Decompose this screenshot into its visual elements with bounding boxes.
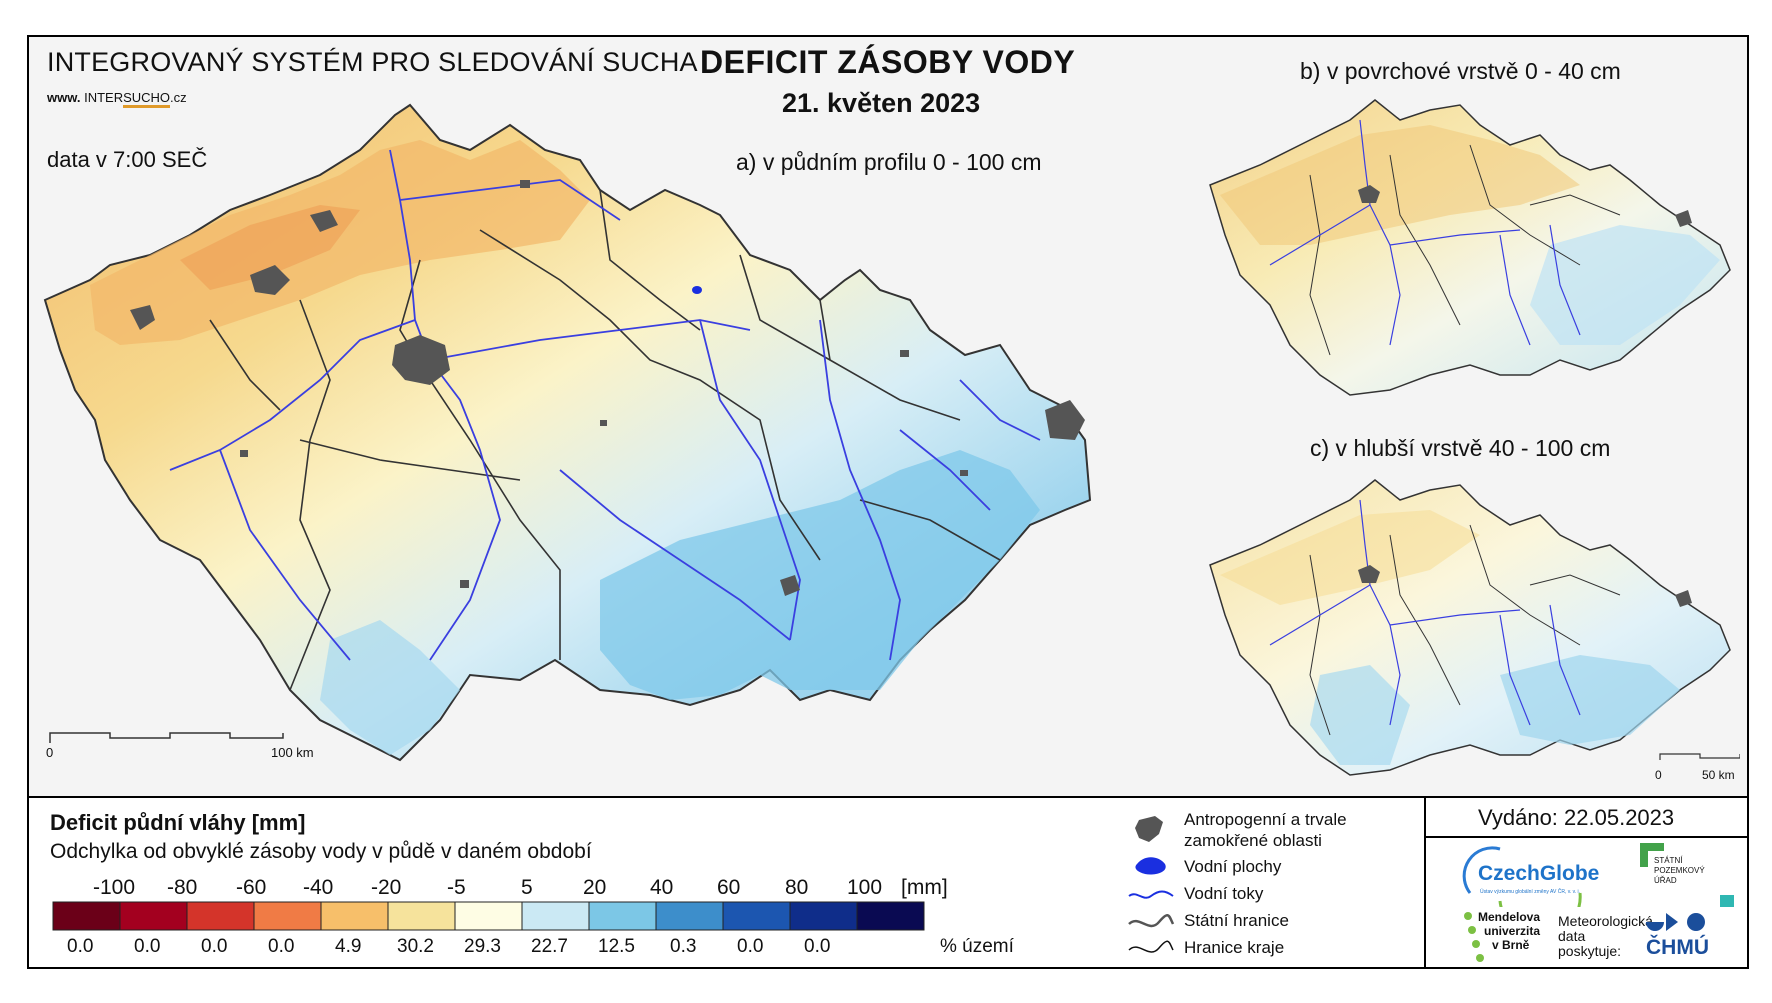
website-sucho: SUCHO — [123, 90, 171, 108]
meteo-line3: poskytuje: — [1558, 943, 1622, 959]
legend-title: Deficit půdní vláhy [mm] — [50, 810, 306, 835]
mendelu-logo — [1464, 912, 1484, 962]
legend-water-bodies: Vodní plochy — [1184, 857, 1282, 876]
chmu-name: ČHMÚ — [1646, 936, 1709, 959]
mendel-line3: v Brně — [1492, 938, 1530, 952]
spu-line1: STÁTNÍ — [1654, 856, 1683, 865]
scale-label: 100 — [847, 876, 883, 899]
legend-color-swatch — [454, 901, 523, 931]
percent-label: 0.0 — [134, 936, 161, 957]
percent-label: 12.5 — [598, 936, 635, 957]
scale-label: -20 — [371, 876, 402, 899]
scale-c-end: 50 km — [1702, 768, 1735, 782]
legend-color-swatch — [119, 901, 188, 931]
legend-color-swatch — [789, 901, 858, 931]
legend-color-swatch — [52, 901, 121, 931]
spu-line3: ÚŘAD — [1654, 876, 1677, 885]
scale-label: 40 — [650, 876, 674, 899]
scale-a-end: 100 km — [271, 745, 314, 760]
page-title: DEFICIT ZÁSOBY VODY — [700, 44, 1076, 80]
legend-color-swatch — [253, 901, 322, 931]
map-c-title: c) v hlubší vrstvě 40 - 100 cm — [1310, 435, 1611, 461]
map-c — [1209, 479, 1740, 776]
legend-color-swatch — [722, 901, 791, 931]
website-suffix: .cz — [170, 90, 187, 105]
scale-label: -60 — [236, 876, 267, 899]
website-prefix: www. — [47, 90, 81, 105]
legend-panel — [27, 796, 1749, 969]
website-link[interactable]: www. INTERSUCHO.cz — [47, 90, 187, 108]
anthropogenic-icon — [1135, 816, 1163, 842]
legend-color-swatch — [521, 901, 590, 931]
legend-color-swatch — [320, 901, 389, 931]
percent-unit: % území — [940, 936, 1014, 957]
issued-date: Vydáno: 22.05.2023 — [1478, 805, 1675, 830]
percent-label: 0.3 — [670, 936, 697, 957]
map-b — [1209, 99, 1731, 396]
chmu-logo-mark — [1646, 913, 1705, 931]
symbol-icons — [1128, 816, 1175, 953]
scale-label: -100 — [93, 876, 136, 899]
water-body-icon — [1135, 857, 1166, 875]
percent-label: 30.2 — [397, 936, 434, 957]
legend-anthropogenic-line2: zamokřené oblasti — [1184, 831, 1322, 850]
percent-label: 22.7 — [531, 936, 568, 957]
percent-label: 0.0 — [67, 936, 94, 957]
percent-label: 4.9 — [335, 936, 362, 957]
map-c-scale-bar — [1659, 753, 1740, 760]
scale-a-zero: 0 — [46, 745, 54, 760]
legend-anthropogenic-line1: Antropogenní a trvale — [1184, 810, 1347, 829]
czechglobe-logo — [1462, 846, 1582, 907]
legend-subtitle: Odchylka od obvyklé zásoby vody v půdě v… — [50, 840, 592, 863]
map-a-scale-bar — [49, 732, 284, 743]
meteo-line1: Meteorologická — [1558, 913, 1653, 929]
mendel-line1: Mendelova — [1478, 910, 1541, 924]
percent-label: 0.0 — [201, 936, 228, 957]
percent-label: 0.0 — [804, 936, 831, 957]
legend-region-border: Hranice kraje — [1184, 938, 1285, 957]
percent-label: 29.3 — [464, 936, 501, 957]
czechglobe-subtitle: Ústav výzkumu globální změny AV ČR, v. v… — [1480, 889, 1581, 895]
scale-label: 20 — [583, 876, 607, 899]
legend-divider — [1424, 796, 1426, 969]
map-date: 21. květen 2023 — [782, 88, 981, 118]
legend-color-swatch — [588, 901, 657, 931]
region-border-icon — [1128, 940, 1174, 953]
scale-unit: [mm] — [901, 876, 948, 899]
czechglobe-name: CzechGlobe — [1478, 862, 1600, 885]
scale-label: -80 — [167, 876, 198, 899]
system-title: INTEGROVANÝ SYSTÉM PRO SLEDOVÁNÍ SUCHA — [47, 47, 698, 77]
map-b-title: b) v povrchové vrstvě 0 - 40 cm — [1300, 58, 1621, 84]
legend-colorbar — [52, 901, 925, 931]
data-time: data v 7:00 SEČ — [47, 147, 208, 172]
legend-color-swatch — [186, 901, 255, 931]
scale-label: 80 — [785, 876, 809, 899]
website-inter: INTER — [84, 90, 124, 105]
scale-label: -5 — [447, 876, 466, 899]
legend-state-border: Státní hranice — [1184, 911, 1289, 930]
spu-logo — [1640, 843, 1734, 907]
percent-label: 0.0 — [737, 936, 764, 957]
scale-c-zero: 0 — [1655, 768, 1662, 782]
legend-color-swatch — [856, 901, 925, 931]
legend-color-swatch — [655, 901, 724, 931]
map-a-title: a) v půdním profilu 0 - 100 cm — [736, 149, 1042, 175]
issued-divider — [1424, 836, 1749, 838]
legend-water-courses: Vodní toky — [1184, 884, 1264, 903]
state-border-icon — [1128, 914, 1175, 928]
scale-label: 5 — [521, 876, 533, 899]
scale-label: 60 — [717, 876, 741, 899]
mendel-line2: univerzita — [1484, 924, 1541, 938]
water-course-icon — [1128, 890, 1174, 899]
scale-label: -40 — [303, 876, 334, 899]
meteo-line2: data — [1558, 928, 1586, 944]
percent-label: 0.0 — [268, 936, 295, 957]
legend-color-swatch — [387, 901, 456, 931]
spu-line2: POZEMKOVÝ — [1654, 866, 1705, 875]
